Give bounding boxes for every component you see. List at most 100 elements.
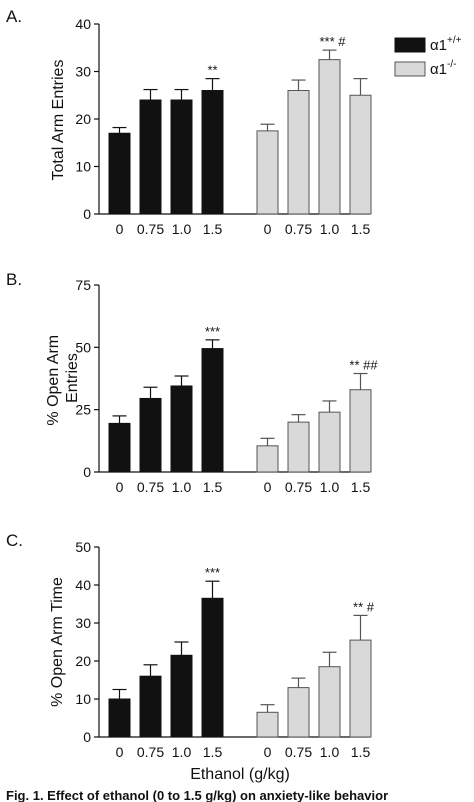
significance-label: ** #: [353, 599, 375, 614]
significance-label: *** #: [319, 34, 346, 49]
y-tick-label: 10: [75, 691, 91, 707]
significance-label: ***: [205, 324, 220, 339]
error-bar: [322, 400, 337, 413]
panel-b: B. % Open Arm Entries 0 25 50 75 *** ** ## 0…: [6, 270, 378, 495]
bar: [139, 397, 162, 473]
error-bar: [174, 641, 189, 656]
error-bar: [322, 49, 337, 60]
error-bar: [322, 651, 337, 667]
legend-label-ko: α1-/-: [430, 59, 456, 78]
error-bar: [174, 88, 189, 100]
error-bar: [353, 372, 368, 390]
bar: [139, 99, 162, 215]
bar: [201, 597, 224, 738]
error-bar: [205, 339, 220, 349]
y-tick-label: 0: [83, 206, 91, 222]
x-tick-labels: 0 0.75 1.0 1.5 0 0.75 1.0 1.5: [116, 479, 371, 495]
x-tick-labels: 0 0.75 1.0 1.5 0 0.75 1.0 1.5: [116, 744, 371, 760]
y-tick-label: 20: [75, 653, 91, 669]
panel-label: C.: [6, 531, 23, 550]
x-tick-label: 1.0: [172, 221, 192, 237]
bar: [108, 132, 131, 215]
x-tick-label: 0: [116, 479, 124, 495]
y-ticks: 0 25 50 75: [75, 277, 99, 480]
x-tick-label: 0: [116, 221, 124, 237]
error-bar: [143, 664, 158, 677]
legend-swatch-ko: [394, 61, 426, 77]
panel-a: A. Total Arm Entries 0 10 20 30 40 ** *** # 0…: [6, 7, 372, 237]
y-tick-label: 0: [83, 729, 91, 745]
bar: [287, 687, 310, 738]
bar: [256, 130, 279, 215]
y-tick-label: 40: [75, 16, 91, 32]
legend: α1+/+ α1-/-: [394, 35, 462, 78]
bars: *** ** #: [108, 565, 375, 738]
error-bar: [353, 78, 368, 96]
legend-label-wt: α1+/+: [430, 35, 462, 54]
x-tick-label: 1.0: [320, 479, 340, 495]
y-tick-label: 25: [75, 402, 91, 418]
y-tick-label: 30: [75, 615, 91, 631]
bar: [287, 421, 310, 473]
y-axis-label: Total Arm Entries: [50, 60, 67, 181]
legend-swatch-wt: [394, 37, 426, 53]
x-tick-label: 1.5: [203, 479, 223, 495]
x-tick-label: 0.75: [285, 221, 312, 237]
significance-label: **: [207, 63, 217, 78]
error-bar: [205, 78, 220, 91]
x-tick-label: 1.5: [203, 744, 223, 760]
y-tick-label: 50: [75, 339, 91, 355]
x-tick-labels: 0 0.75 1.0 1.5 0 0.75 1.0 1.5: [116, 221, 371, 237]
error-bar: [291, 414, 306, 423]
bar: [201, 90, 224, 215]
error-bar: [112, 126, 127, 134]
bar: [139, 675, 162, 738]
x-tick-label: 1.5: [203, 221, 223, 237]
x-tick-label: 0.75: [137, 744, 164, 760]
error-bar: [260, 704, 275, 713]
x-tick-label: 0.75: [137, 221, 164, 237]
y-tick-label: 30: [75, 64, 91, 80]
bar: [108, 422, 131, 473]
y-ticks: 0 10 20 30 40 50: [75, 539, 99, 745]
bar: [256, 445, 279, 473]
bar: [349, 94, 372, 215]
error-bar: [112, 415, 127, 424]
bars: *** ** ##: [108, 324, 378, 473]
x-tick-label: 0: [116, 744, 124, 760]
x-tick-label: 0.75: [285, 479, 312, 495]
bar: [170, 385, 193, 473]
bar: [108, 698, 131, 738]
x-axis-label: Ethanol (g/kg): [190, 766, 290, 783]
y-axis-label: % Open Arm Time: [49, 577, 66, 707]
y-axis-label: % Open Arm Entries: [45, 330, 81, 425]
panel-label: B.: [6, 270, 22, 289]
y-tick-label: 75: [75, 277, 91, 293]
error-bar: [112, 688, 127, 699]
panel-label: A.: [6, 7, 22, 26]
bar: [256, 711, 279, 738]
x-tick-label: 1.0: [172, 479, 192, 495]
x-tick-label: 0.75: [137, 479, 164, 495]
error-bar: [143, 386, 158, 399]
panel-c: C. % Open Arm Time 0 10 20 30 40 50 *** ** # 0…: [6, 531, 375, 783]
error-bar: [291, 79, 306, 91]
significance-label: ** ##: [349, 358, 378, 373]
y-tick-label: 20: [75, 111, 91, 127]
x-tick-label: 1.5: [351, 479, 371, 495]
y-ticks: 0 10 20 30 40: [75, 16, 99, 222]
y-tick-label: 10: [75, 159, 91, 175]
bar: [349, 389, 372, 473]
bar: [318, 59, 341, 215]
x-tick-label: 1.5: [351, 744, 371, 760]
x-tick-label: 1.5: [351, 221, 371, 237]
bar: [287, 90, 310, 215]
x-tick-label: 0.75: [285, 744, 312, 760]
error-bar: [353, 614, 368, 641]
bar: [349, 639, 372, 738]
x-tick-label: 1.0: [172, 744, 192, 760]
y-tick-label: 40: [75, 577, 91, 593]
bar: [318, 666, 341, 738]
x-tick-label: 0: [264, 221, 272, 237]
x-tick-label: 1.0: [320, 744, 340, 760]
